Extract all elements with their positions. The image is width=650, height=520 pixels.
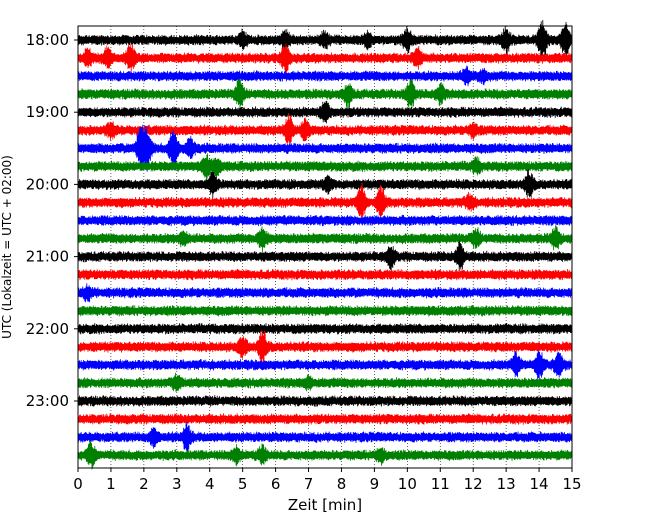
y-tick-label: 19:00 bbox=[26, 103, 69, 121]
x-tick-label: 6 bbox=[271, 475, 281, 493]
trace-1845 bbox=[77, 78, 573, 109]
trace-2315 bbox=[77, 413, 573, 425]
trace-2045 bbox=[77, 225, 573, 253]
y-tick-label: 20:00 bbox=[26, 175, 69, 193]
x-tick-label: 0 bbox=[73, 475, 83, 493]
x-tick-label: 7 bbox=[304, 475, 314, 493]
trace-2100 bbox=[77, 240, 573, 272]
x-axis-label: Zeit [min] bbox=[288, 496, 362, 514]
x-tick-label: 5 bbox=[238, 475, 248, 493]
trace-2145 bbox=[77, 305, 573, 317]
trace-2115 bbox=[77, 268, 573, 281]
y-tick-label: 18:00 bbox=[26, 31, 69, 49]
trace-1900 bbox=[77, 100, 573, 124]
trace-2230 bbox=[77, 350, 573, 380]
x-tick-label: 15 bbox=[562, 475, 581, 493]
trace-1930 bbox=[77, 124, 573, 172]
y-tick-label: 23:00 bbox=[26, 392, 69, 410]
x-tick-label: 3 bbox=[172, 475, 182, 493]
x-tick-label: 12 bbox=[464, 475, 483, 493]
trace-1830 bbox=[77, 65, 573, 87]
x-tick-label: 4 bbox=[205, 475, 215, 493]
plot-frame bbox=[77, 25, 573, 469]
trace-2345 bbox=[77, 440, 573, 470]
trace-1915 bbox=[77, 113, 573, 145]
trace-2245 bbox=[77, 372, 573, 393]
trace-2300 bbox=[77, 395, 573, 407]
y-tick-label: 21:00 bbox=[26, 248, 69, 266]
trace-2215 bbox=[77, 330, 573, 365]
x-tick-label: 1 bbox=[106, 475, 116, 493]
x-tick-label: 14 bbox=[530, 475, 549, 493]
x-tick-label: 8 bbox=[337, 475, 347, 493]
trace-2000 bbox=[77, 169, 573, 199]
trace-2330 bbox=[77, 422, 573, 453]
seismic-traces bbox=[77, 19, 573, 470]
x-tick-label: 13 bbox=[497, 475, 516, 493]
trace-2015 bbox=[77, 182, 573, 222]
y-tick-label: 22:00 bbox=[26, 320, 69, 338]
trace-1800 bbox=[77, 19, 573, 60]
trace-2200 bbox=[77, 323, 573, 335]
x-tick-label: 11 bbox=[431, 475, 450, 493]
x-tick-label: 10 bbox=[398, 475, 417, 493]
x-axis-ticks: 0 1 2 3 4 5 6 7 8 9 10 11 12 13 14 15 bbox=[73, 468, 582, 493]
x-tick-label: 9 bbox=[370, 475, 380, 493]
trace-2130 bbox=[77, 283, 573, 303]
trace-2030 bbox=[77, 214, 573, 227]
x-tick-label: 2 bbox=[139, 475, 149, 493]
y-axis-ticks: 18:00 19:00 20:00 21:00 22:00 23:00 bbox=[26, 31, 78, 410]
y-axis-label: UTC (Lokalzeit = UTC + 02:00) bbox=[0, 155, 14, 339]
trace-1945 bbox=[77, 153, 573, 180]
trace-1815 bbox=[77, 43, 573, 75]
